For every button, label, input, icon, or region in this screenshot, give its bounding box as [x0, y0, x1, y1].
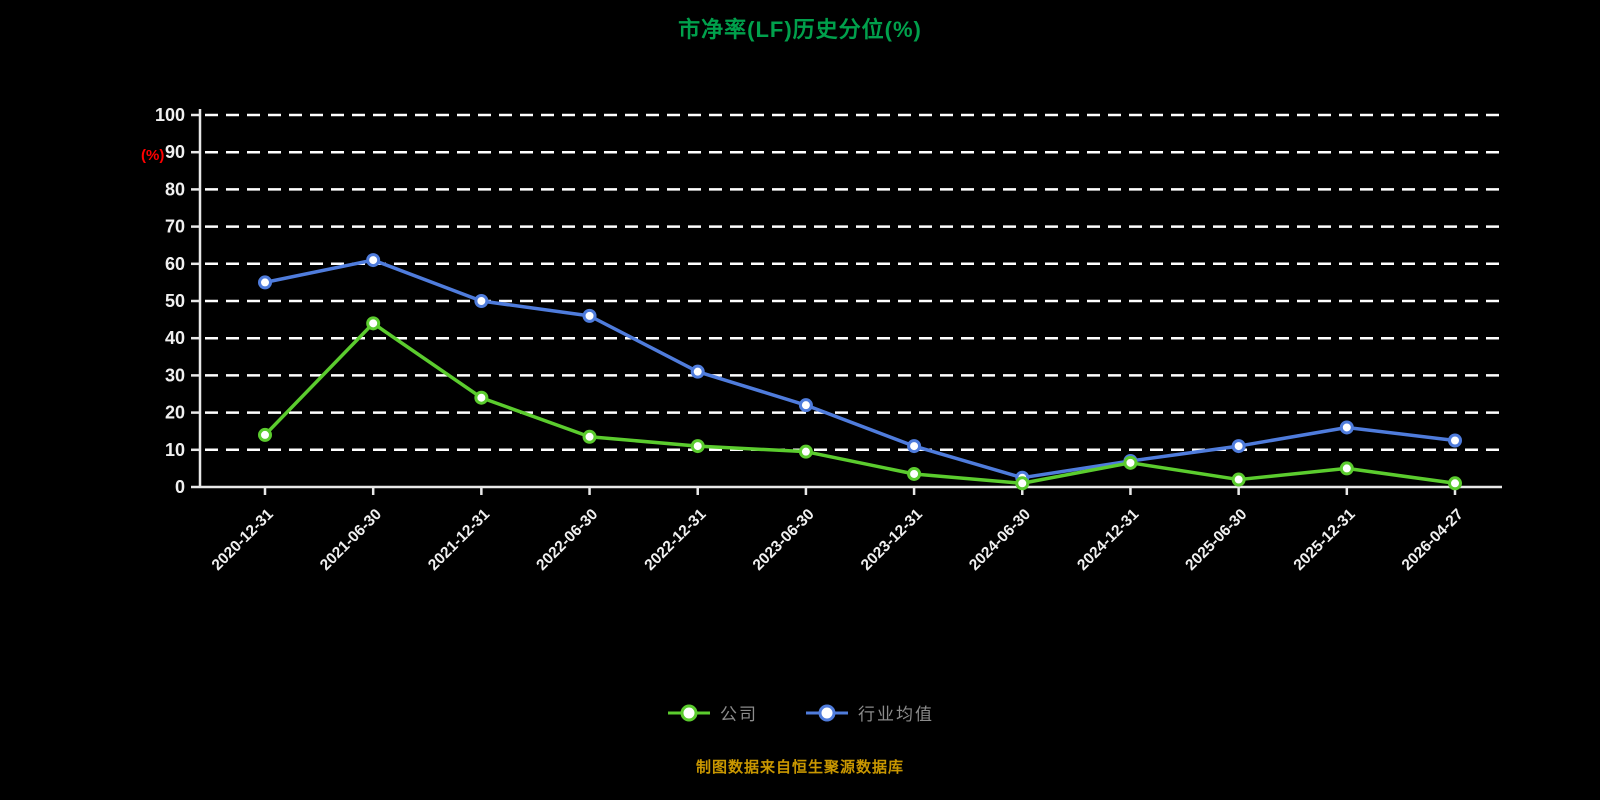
line-chart-plot: 0 10 20 30 40 50 60 70 80 90 100 2020-12-31 2021-06-… [155, 105, 1502, 574]
company-series-marker-icon [668, 704, 710, 721]
legend-label-company: 公司 [720, 705, 758, 724]
x-tick-label: 2025-06-30 [1182, 506, 1250, 574]
company-data-point [1231, 472, 1246, 487]
x-tick-label: 2025-12-31 [1291, 506, 1359, 574]
company-data-point [690, 439, 705, 454]
company-data-point [258, 427, 272, 442]
industry-average-data-point [474, 294, 489, 308]
industry-average-data-point [690, 364, 705, 379]
company-data-point [1123, 455, 1138, 470]
industry-average-data-point [582, 308, 597, 323]
industry-average-data-point [366, 253, 381, 268]
company-series-line [263, 321, 1457, 486]
y-tick-label: 60 [165, 254, 185, 274]
company-data-point [907, 466, 922, 481]
company-data-point [474, 390, 489, 405]
y-tick-label: 30 [165, 365, 185, 385]
y-tick-label: 70 [165, 217, 185, 237]
data-source-note: 制图数据来自恒生聚源数据库 [695, 759, 904, 776]
industry-average-series-line [263, 258, 1457, 480]
company-data-point [1015, 476, 1030, 491]
x-tick-label: 2020-12-31 [209, 506, 277, 574]
x-tick-label: 2024-12-31 [1074, 506, 1142, 574]
company-data-point [582, 429, 597, 444]
industry-average-data-point [798, 398, 813, 413]
y-tick-label: 90 [165, 142, 185, 162]
industry-average-series-marker-icon [806, 704, 848, 721]
y-tick-label: 10 [165, 440, 185, 460]
y-tick-label: 0 [175, 477, 185, 497]
y-axis-unit-label: (%) [141, 147, 165, 164]
chart-title: 市净率(LF)历史分位(%) [678, 17, 922, 42]
legend-label-industry-average: 行业均值 [858, 705, 934, 724]
industry-average-data-point [1448, 433, 1462, 448]
x-tick-label: 2026-04-27 [1399, 506, 1467, 574]
y-tick-label: 80 [165, 179, 185, 199]
y-tick-label: 40 [165, 328, 185, 348]
y-tick-label: 50 [165, 291, 185, 311]
company-data-point [798, 444, 813, 459]
x-tick-label: 2023-12-31 [858, 506, 926, 574]
x-tick-label: 2022-06-30 [533, 506, 601, 574]
company-data-point [1339, 461, 1354, 476]
x-tick-label: 2023-06-30 [750, 506, 818, 574]
y-tick-label: 100 [155, 105, 185, 125]
x-tick-label: 2021-12-31 [425, 506, 493, 574]
industry-average-data-point [907, 439, 922, 454]
x-tick-label: 2021-06-30 [317, 506, 385, 574]
industry-average-data-point [1339, 420, 1354, 435]
industry-average-data-point [1231, 439, 1246, 454]
x-tick-label: 2024-06-30 [966, 506, 1034, 574]
x-tick-label: 2022-12-31 [641, 506, 709, 574]
legend-item-company: 公司 [666, 700, 758, 725]
company-data-point [366, 316, 381, 331]
legend-item-industry-average: 行业均值 [804, 700, 934, 725]
chart-legend: 公司 行业均值 [0, 700, 1600, 725]
industry-average-data-point [258, 275, 272, 290]
company-data-point [1448, 476, 1462, 491]
y-tick-label: 20 [165, 403, 185, 423]
